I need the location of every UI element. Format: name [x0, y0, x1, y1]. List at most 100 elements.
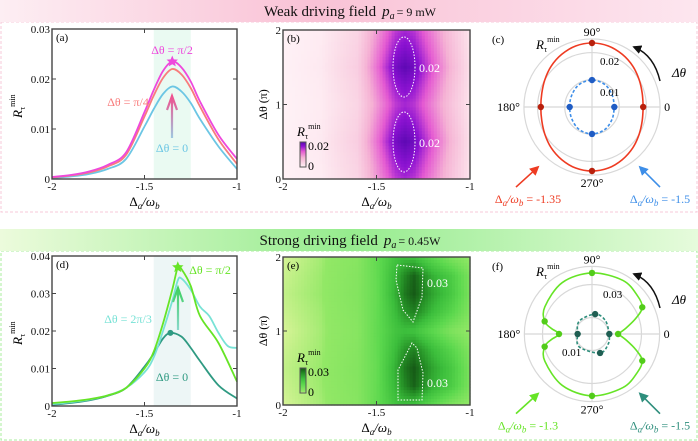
heatmap-cell — [295, 161, 299, 165]
heatmap-cell — [367, 71, 372, 76]
heatmap-cell — [385, 104, 390, 109]
heatmap-cell — [373, 280, 378, 285]
heatmap-cell — [385, 41, 390, 46]
heatmap-cell — [283, 176, 287, 180]
heatmap-cell — [298, 74, 302, 79]
heatmap-cell — [373, 41, 378, 46]
heatmap-cell — [436, 328, 441, 332]
heatmap-cell — [337, 155, 341, 159]
heatmap-cell — [331, 146, 335, 150]
heatmap-cell — [337, 65, 341, 70]
heatmap-cell — [454, 68, 459, 73]
heatmap-cell — [421, 35, 426, 40]
heatmap-cell — [295, 140, 299, 144]
heatmap-cell — [406, 161, 411, 165]
heatmap-cell — [304, 107, 308, 112]
heatmap-cell — [394, 155, 399, 159]
heatmap-cell — [463, 80, 468, 85]
heatmap-cell — [292, 98, 296, 103]
heatmap-cell — [307, 292, 311, 297]
heatmap-cell — [388, 119, 393, 123]
heatmap-cell — [382, 176, 387, 180]
heatmap-cell — [295, 95, 299, 100]
heatmap-cell — [343, 110, 347, 115]
heatmap-cell — [403, 56, 408, 61]
heatmap-cell — [355, 286, 360, 291]
heatmap-cell — [331, 313, 335, 317]
heatmap-cell — [292, 119, 296, 123]
heatmap-cell — [463, 119, 468, 123]
heatmap-cell — [406, 307, 411, 311]
polar-marker — [588, 130, 596, 138]
heatmap-cell — [334, 262, 338, 267]
heatmap-cell — [289, 62, 293, 67]
heatmap-cell — [352, 286, 356, 291]
heatmap-cell — [340, 310, 344, 314]
heatmap-cell — [409, 322, 414, 326]
heatmap-cell — [460, 161, 465, 165]
heatmap-cell — [337, 44, 341, 49]
heatmap-cell — [304, 289, 308, 294]
heatmap-cell — [337, 289, 341, 294]
heatmap-cell — [331, 80, 335, 85]
heatmap-cell — [334, 143, 338, 147]
heatmap-cell — [340, 319, 344, 323]
heatmap-cell — [322, 41, 326, 46]
heatmap-cell — [454, 74, 459, 79]
heatmap-cell — [463, 56, 468, 61]
heatmap-cell — [433, 262, 438, 267]
heatmap-cell — [301, 95, 305, 100]
heatmap-cell — [304, 310, 308, 314]
heatmap-cell — [454, 304, 459, 308]
heatmap-cell — [358, 164, 363, 168]
heatmap-cell — [445, 71, 450, 76]
heatmap-cell — [358, 50, 363, 55]
heatmap-cell — [463, 325, 468, 329]
heatmap-cell — [352, 110, 356, 115]
heatmap-cell — [373, 262, 378, 267]
heatmap-cell — [382, 146, 387, 150]
heatmap-cell — [421, 155, 426, 159]
heatmap-cell — [376, 113, 381, 118]
heatmap-cell — [385, 322, 390, 326]
heatmap-cell — [364, 38, 369, 43]
heatmap-cell — [358, 313, 363, 317]
heatmap-cell — [439, 30, 444, 34]
heatmap-cell — [382, 38, 387, 43]
heatmap-cell — [319, 143, 323, 147]
heatmap-cell — [286, 86, 290, 91]
heatmap-cell — [340, 298, 344, 302]
heatmap-cell — [430, 158, 435, 162]
heatmap-cell — [397, 262, 402, 267]
heatmap-cell — [310, 336, 314, 341]
heatmap-cell — [385, 143, 390, 147]
heatmap-cell — [451, 313, 456, 317]
heatmap-cell — [340, 119, 344, 123]
heatmap-cell — [415, 134, 420, 138]
heatmap-cell — [430, 56, 435, 61]
heatmap-cell — [436, 128, 441, 132]
heatmap-cell — [292, 161, 296, 165]
heatmap-cell — [382, 271, 387, 276]
heatmap-cell — [457, 74, 462, 79]
heatmap-cell — [310, 322, 314, 326]
heatmap-cell — [286, 62, 290, 67]
heatmap-cell — [358, 325, 363, 329]
heatmap-cell — [397, 313, 402, 317]
heatmap-cell — [379, 265, 384, 270]
heatmap-cell — [283, 262, 287, 267]
heatmap-cell — [283, 140, 287, 144]
heatmap-cell — [304, 86, 308, 91]
heatmap-cell — [304, 319, 308, 323]
heatmap-cell — [286, 116, 290, 120]
heatmap-cell — [337, 110, 341, 115]
heatmap-cell — [334, 98, 338, 103]
heatmap-cell — [463, 292, 468, 297]
heatmap-cell — [430, 170, 435, 174]
heatmap-cell — [376, 134, 381, 138]
heatmap-cell — [391, 319, 396, 323]
heatmap-cell — [409, 301, 414, 305]
heatmap-cell — [295, 265, 299, 270]
heatmap-cell — [442, 319, 447, 323]
heatmap-cell — [316, 30, 320, 34]
